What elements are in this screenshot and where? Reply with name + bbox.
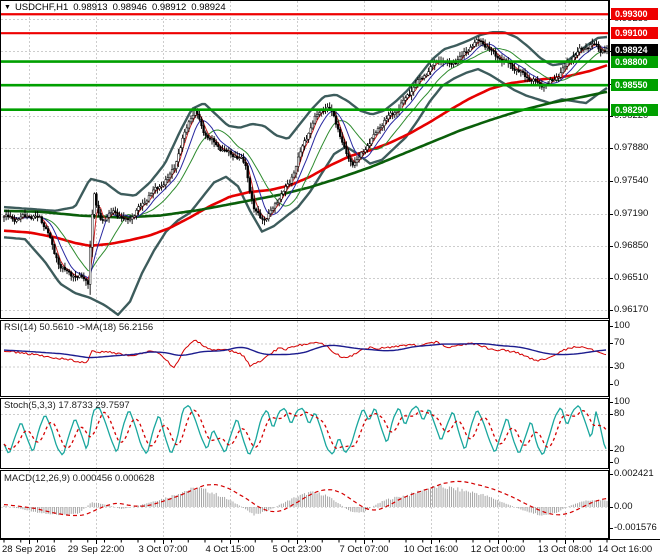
time-label: 4 Oct 15:00 — [205, 544, 255, 555]
current-price-label: 0.98924 — [611, 44, 658, 56]
stoch-tick-label: 80 — [614, 408, 625, 419]
rsi-tick-label: 70 — [614, 337, 625, 348]
open-value: 0.98913 — [73, 2, 108, 13]
macd-tick-label: 0.002421 — [614, 468, 654, 479]
macd-indicator-label: MACD(12,26,9) 0.000456 0.000628 — [4, 473, 155, 484]
price-tick-label: 0.97880 — [614, 142, 649, 153]
stoch-tick-label: 20 — [614, 444, 625, 455]
rsi-indicator-label: RSI(14) 50.5610 ->MA(18) 56.2156 — [4, 322, 154, 333]
rsi-tick-label: 30 — [614, 361, 625, 372]
time-label: 14 Oct 16:00 — [597, 544, 653, 555]
level-price-label: 0.99100 — [611, 27, 658, 39]
time-label: 7 Oct 07:00 — [339, 544, 389, 555]
stoch-tick-label: 0 — [614, 456, 620, 467]
symbol-marker-icon: ▼ — [4, 4, 11, 11]
price-tick-label: 0.97540 — [614, 175, 649, 186]
rsi-tick-label: 100 — [614, 320, 630, 331]
high-value: 0.98946 — [112, 2, 147, 13]
time-label: 13 Oct 08:00 — [537, 544, 593, 555]
low-value: 0.98912 — [151, 2, 187, 13]
stoch-tick-label: 100 — [614, 396, 630, 407]
macd-tick-label: -0.001576 — [614, 522, 657, 533]
time-label: 12 Oct 00:00 — [470, 544, 526, 555]
level-price-label: 0.98290 — [611, 104, 658, 116]
symbol-period-label: USDCHF,H1 — [14, 2, 69, 13]
macd-tick-label: 0.00 — [614, 501, 633, 512]
price-tick-label: 0.96510 — [614, 272, 649, 283]
level-price-label: 0.98550 — [611, 79, 658, 91]
price-tick-label: 0.96170 — [614, 304, 649, 315]
rsi-tick-label: 0 — [614, 378, 620, 389]
level-price-label: 0.99300 — [611, 8, 658, 20]
chart-title: ▼ USDCHF,H1 0.98913 0.98946 0.98912 0.98924 — [4, 2, 231, 13]
time-label: 28 Sep 2016 — [2, 544, 56, 555]
level-price-label: 0.98800 — [611, 56, 658, 68]
stoch-indicator-label: Stoch(5,3,3) 17.8733 29.7597 — [4, 400, 130, 411]
time-label: 29 Sep 22:00 — [67, 544, 125, 555]
time-label: 3 Oct 07:00 — [138, 544, 188, 555]
time-label: 10 Oct 16:00 — [403, 544, 459, 555]
price-tick-label: 0.96850 — [614, 240, 649, 251]
close-value: 0.98924 — [191, 2, 226, 13]
time-label: 5 Oct 23:00 — [272, 544, 322, 555]
price-axis[interactable]: 0.992500.989100.985600.982200.978800.975… — [609, 0, 660, 560]
price-tick-label: 0.97190 — [614, 208, 649, 219]
time-axis[interactable]: 28 Sep 2016 29 Sep 22:00 3 Oct 07:00 4 Oct … — [0, 541, 660, 560]
